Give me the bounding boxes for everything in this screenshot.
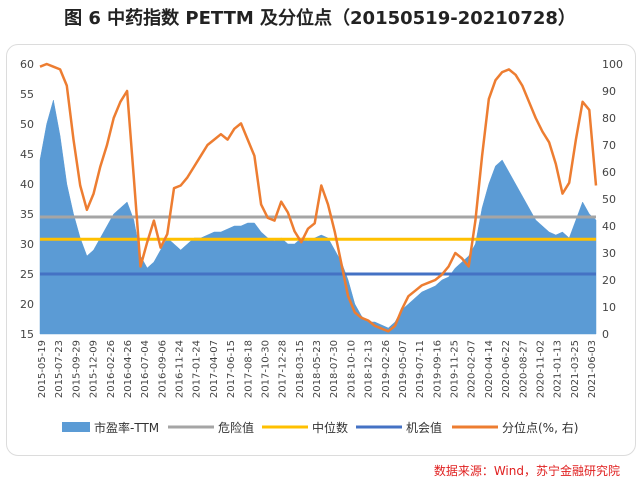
y-left-tick-label: 35: [20, 208, 34, 221]
x-tick-label: 2019-07-11: [415, 340, 426, 398]
y-left-tick-label: 25: [20, 268, 34, 281]
x-tick-label: 2017-10-30: [260, 340, 271, 398]
legend-label: 市盈率-TTM: [94, 420, 159, 435]
legend-label: 危险值: [218, 420, 254, 435]
x-tick-label: 2016-02-26: [106, 340, 117, 398]
y-right-tick-label: 30: [602, 247, 616, 260]
x-tick-label: 2016-07-04: [140, 340, 151, 398]
y-right-tick-label: 0: [602, 328, 609, 341]
x-tick-label: 2021-06-03: [587, 340, 598, 398]
x-tick-label: 2017-12-28: [278, 340, 289, 398]
x-tick-label: 2015-09-29: [71, 340, 82, 398]
x-tick-label: 2020-06-22: [501, 340, 512, 398]
y-left-tick-label: 15: [20, 328, 34, 341]
data-source: 数据来源：Wind，苏宁金融研究院: [433, 464, 620, 478]
y-right-tick-label: 20: [602, 274, 616, 287]
x-tick-label: 2019-09-16: [432, 340, 443, 398]
x-tick-label: 2021-01-13: [553, 340, 564, 398]
y-left-tick-label: 30: [20, 238, 34, 251]
y-right-tick-label: 80: [602, 112, 616, 125]
x-tick-label: 2018-03-15: [295, 340, 306, 398]
legend-label: 中位数: [312, 420, 348, 435]
x-tick-label: 2020-11-02: [535, 340, 546, 398]
y-left-tick-label: 50: [20, 118, 34, 131]
x-tick-label: 2017-06-15: [226, 340, 237, 398]
x-tick-label: 2018-05-23: [312, 340, 323, 398]
legend-swatch-pe: [62, 422, 90, 432]
y-left-tick-label: 40: [20, 178, 34, 191]
x-tick-label: 2015-12-09: [89, 340, 100, 398]
chart-title: 图 6 中药指数 PETTM 及分位点（20150519-20210728）: [64, 8, 576, 29]
x-tick-label: 2020-04-14: [484, 340, 495, 398]
x-tick-label: 2017-01-24: [192, 340, 203, 398]
y-right-tick-label: 50: [602, 193, 616, 206]
x-tick-label: 2020-08-27: [518, 340, 529, 398]
x-tick-label: 2019-05-07: [398, 340, 409, 398]
y-right-tick-label: 90: [602, 85, 616, 98]
y-right-tick-label: 60: [602, 166, 616, 179]
x-tick-label: 2017-04-07: [209, 340, 220, 398]
percentile-line: [39, 62, 598, 333]
legend-label: 机会值: [406, 420, 442, 435]
x-tick-label: 2016-11-24: [175, 340, 186, 398]
x-tick-label: 2019-02-26: [381, 340, 392, 398]
x-tick-label: 2015-07-23: [54, 340, 65, 398]
x-tick-label: 2018-12-13: [364, 340, 375, 398]
y-left-tick-label: 45: [20, 148, 34, 161]
legend-label: 分位点(%, 右): [502, 420, 578, 435]
x-tick-label: 2015-05-19: [37, 340, 48, 398]
x-tick-label: 2016-09-06: [157, 340, 168, 398]
y-right-tick-label: 40: [602, 220, 616, 233]
y-left-tick-label: 20: [20, 298, 34, 311]
y-right-tick-label: 10: [602, 301, 616, 314]
y-left-tick-label: 55: [20, 88, 34, 101]
x-tick-label: 2018-10-10: [346, 340, 357, 398]
x-tick-label: 2021-03-25: [570, 340, 581, 398]
x-tick-label: 2020-02-07: [467, 340, 478, 398]
y-left-tick-label: 60: [20, 58, 34, 71]
y-right-tick-label: 100: [602, 58, 623, 71]
x-tick-label: 2017-08-18: [243, 340, 254, 398]
x-tick-label: 2018-07-30: [329, 340, 340, 398]
x-tick-label: 2019-11-25: [450, 340, 461, 398]
y-right-tick-label: 70: [602, 139, 616, 152]
x-tick-label: 2016-04-26: [123, 340, 134, 398]
